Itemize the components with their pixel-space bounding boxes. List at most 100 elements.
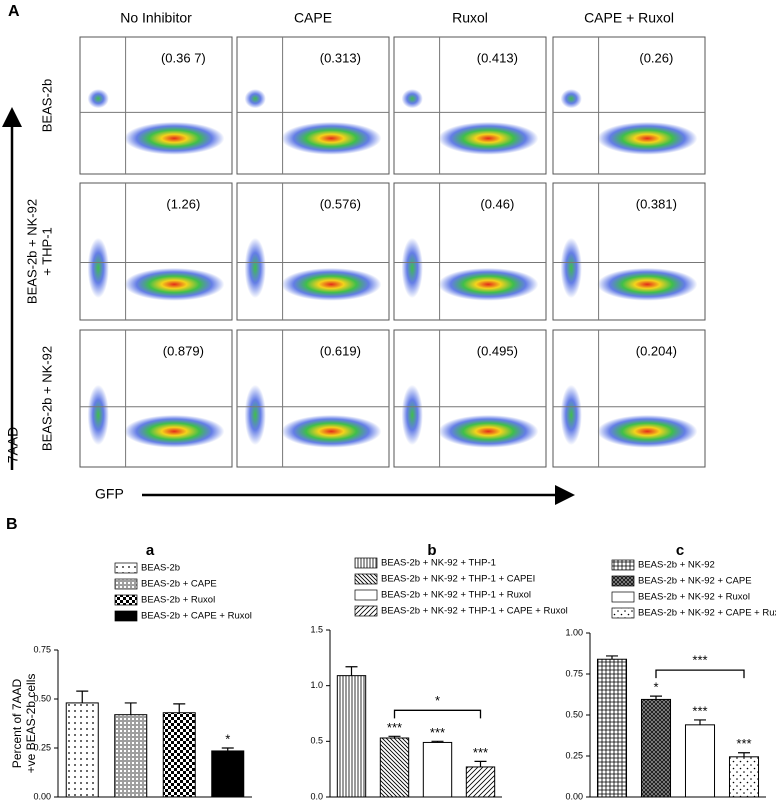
y-tick-label: 0.75 bbox=[565, 668, 583, 678]
density-cluster bbox=[124, 414, 225, 448]
legend-label: BEAS-2b + Ruxol bbox=[141, 595, 215, 606]
legend-label: BEAS-2b + NK-92 + THP-1 + CAPE + Ruxol bbox=[381, 606, 568, 617]
bar bbox=[114, 714, 148, 798]
significance-label: *** bbox=[387, 720, 402, 735]
density-cluster bbox=[124, 267, 225, 301]
quadrant-value: (0.36 7) bbox=[161, 50, 206, 65]
significance-label: *** bbox=[736, 736, 751, 751]
legend-swatch bbox=[114, 562, 138, 574]
y-tick-label: 0.25 bbox=[33, 742, 51, 752]
chart-title: c bbox=[676, 542, 684, 559]
bar bbox=[211, 750, 245, 798]
significance-label: *** bbox=[692, 703, 707, 718]
legend-swatch bbox=[354, 589, 378, 601]
y-axis-label: Percent of 7AAD bbox=[10, 678, 24, 768]
comparison-label: *** bbox=[692, 653, 707, 668]
density-cluster bbox=[281, 267, 382, 301]
y-tick-label: 0.0 bbox=[310, 791, 323, 801]
density-cluster bbox=[401, 237, 423, 299]
legend-label: BEAS-2b + CAPE bbox=[141, 579, 217, 590]
legend-swatch bbox=[354, 557, 378, 569]
error-bar bbox=[173, 703, 186, 713]
error-bar bbox=[431, 740, 444, 743]
legend-label: BEAS-2b + NK-92 + THP-1 bbox=[381, 558, 496, 569]
legend-swatch bbox=[611, 607, 635, 619]
flow-y-label: 7AAD bbox=[5, 427, 21, 464]
panel-label: A bbox=[8, 3, 20, 20]
density-cluster bbox=[597, 414, 698, 448]
density-cluster bbox=[87, 237, 109, 299]
row-label: + THP-1 bbox=[39, 227, 54, 276]
y-tick-label: 0.00 bbox=[565, 791, 583, 801]
legend-swatch bbox=[611, 559, 635, 571]
density-cluster bbox=[244, 237, 266, 299]
density-cluster bbox=[281, 121, 382, 155]
column-header: CAPE + Ruxol bbox=[584, 10, 674, 26]
legend-swatch bbox=[354, 605, 378, 617]
y-axis-label: +ve BEAS-2b cells bbox=[24, 674, 38, 774]
density-cluster bbox=[87, 384, 109, 446]
legend-swatch bbox=[611, 575, 635, 587]
column-header: CAPE bbox=[294, 10, 332, 26]
legend-swatch bbox=[354, 573, 378, 585]
y-tick-label: 1.0 bbox=[310, 680, 323, 690]
y-tick-label: 0.5 bbox=[310, 736, 323, 746]
quadrant-value: (0.381) bbox=[636, 196, 677, 211]
density-cluster bbox=[401, 384, 423, 446]
bar bbox=[684, 724, 716, 798]
panel-label: B bbox=[6, 516, 18, 533]
density-cluster bbox=[438, 121, 539, 155]
density-cluster bbox=[244, 384, 266, 446]
quadrant-value: (0.26) bbox=[639, 50, 673, 65]
legend-swatch bbox=[114, 610, 138, 622]
legend-swatch bbox=[114, 594, 138, 606]
density-cluster bbox=[560, 384, 582, 446]
y-tick-label: 0.50 bbox=[33, 693, 51, 703]
quadrant-value: (0.313) bbox=[320, 50, 361, 65]
density-cluster bbox=[560, 89, 582, 109]
density-cluster bbox=[87, 89, 109, 109]
density-cluster bbox=[438, 414, 539, 448]
error-bar bbox=[221, 747, 234, 751]
quadrant-value: (1.26) bbox=[166, 196, 200, 211]
quadrant-value: (0.413) bbox=[477, 50, 518, 65]
density-cluster bbox=[560, 237, 582, 299]
quadrant-value: (0.46) bbox=[480, 196, 514, 211]
flow-x-label: GFP bbox=[95, 486, 124, 502]
y-tick-label: 0.50 bbox=[565, 709, 583, 719]
legend-swatch bbox=[611, 591, 635, 603]
legend-label: BEAS-2b + CAPE + Ruxol bbox=[141, 611, 252, 622]
density-cluster bbox=[124, 121, 225, 155]
y-tick-label: 1.5 bbox=[310, 624, 323, 634]
error-bar bbox=[345, 666, 358, 676]
legend-label: BEAS-2b + NK-92 bbox=[638, 560, 715, 571]
quadrant-value: (0.576) bbox=[320, 196, 361, 211]
legend-label: BEAS-2b + NK-92 + THP-1 + CAPEI bbox=[381, 574, 535, 585]
bar bbox=[422, 741, 453, 798]
legend-label: BEAS-2b + NK-92 + CAPE bbox=[638, 576, 752, 587]
chart-title: a bbox=[146, 542, 155, 559]
density-cluster bbox=[597, 267, 698, 301]
density-cluster bbox=[597, 121, 698, 155]
density-cluster bbox=[244, 89, 266, 109]
bar bbox=[640, 698, 672, 798]
error-bar bbox=[694, 719, 706, 725]
legend-label: BEAS-2b + NK-92 + Ruxol bbox=[638, 592, 750, 603]
quadrant-value: (0.619) bbox=[320, 343, 361, 358]
bar bbox=[728, 756, 760, 798]
bar bbox=[65, 702, 99, 798]
quadrant-value: (0.204) bbox=[636, 343, 677, 358]
bar bbox=[596, 658, 628, 798]
legend-label: BEAS-2b + NK-92 + THP-1 + Ruxol bbox=[381, 590, 531, 601]
comparison-bracket bbox=[393, 709, 482, 719]
comparison-bracket bbox=[655, 669, 745, 679]
y-tick-label: 0.75 bbox=[33, 644, 51, 654]
error-bar bbox=[606, 655, 618, 660]
error-bar bbox=[738, 752, 750, 757]
quadrant-value: (0.879) bbox=[163, 343, 204, 358]
significance-label: * bbox=[653, 680, 658, 695]
error-bar bbox=[124, 702, 137, 715]
significance-label: *** bbox=[430, 725, 445, 740]
bar bbox=[336, 675, 367, 798]
